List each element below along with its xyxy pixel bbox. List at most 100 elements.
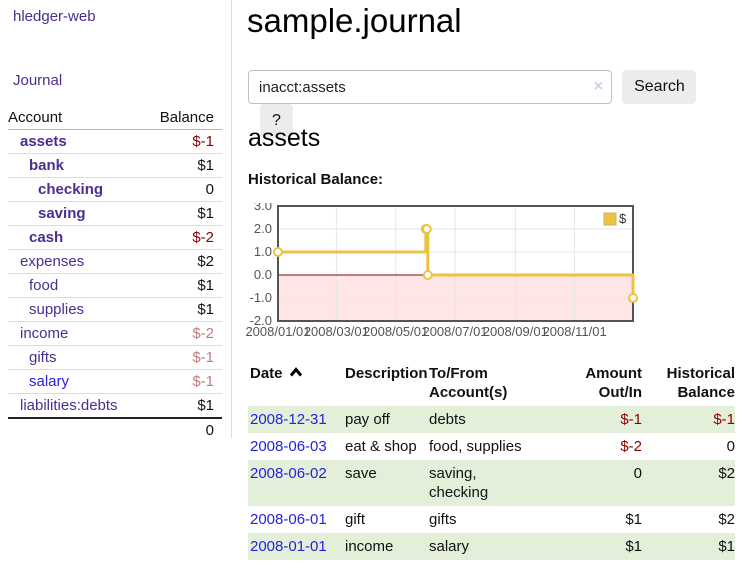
- account-row: checking 0: [8, 177, 222, 202]
- transaction-row: 2008-01-01 income salary $1 $1: [248, 533, 735, 560]
- account-link[interactable]: assets: [20, 133, 67, 150]
- balance-chart: $3.0 2.0 1.0 0.0 -1.0 -2.02008/01/012008/03/0…: [245, 203, 638, 339]
- register-header-balance: Historical Balance: [666, 365, 735, 401]
- transaction-amount-cell: $-2: [620, 438, 642, 455]
- transaction-description-cell: gift: [345, 511, 366, 528]
- transaction-accounts-cell: food, supplies: [429, 438, 522, 455]
- chart-data-point: [628, 293, 638, 303]
- account-balance: $-1: [144, 129, 222, 154]
- transaction-date-link[interactable]: 2008-06-02: [250, 465, 327, 482]
- account-link[interactable]: liabilities:debts: [20, 397, 118, 414]
- chart-legend-swatch: [603, 212, 617, 226]
- transaction-description-cell: save: [345, 465, 377, 482]
- register-table-body: 2008-12-31 pay off debts $-1 $-1 2008-06-03 ea…: [248, 406, 735, 560]
- account-balance: $-1: [144, 369, 222, 394]
- transaction-balance-cell: 0: [726, 438, 735, 455]
- account-row: bank $1: [8, 153, 222, 178]
- register-header-description: Description: [345, 365, 428, 382]
- accounts-table: Account Balance assets $-1 bank $1 checking 0…: [8, 106, 222, 442]
- transaction-date-link[interactable]: 2008-06-01: [250, 511, 327, 528]
- account-balance: $1: [144, 153, 222, 178]
- transaction-date-cell: 2008-06-01: [248, 506, 345, 533]
- register-header-amount: Amount Out/In: [585, 365, 642, 401]
- transaction-date-link[interactable]: 2008-12-31: [250, 411, 327, 428]
- chart-data-point: [422, 270, 433, 280]
- accounts-total-value: 0: [144, 417, 222, 442]
- account-heading: assets: [248, 124, 321, 152]
- account-link[interactable]: food: [29, 277, 59, 294]
- transaction-description-cell: eat & shop: [345, 438, 417, 455]
- register-header-date[interactable]: Date: [248, 362, 345, 406]
- transaction-row: 2008-06-02 save saving, checking 0 $2: [248, 460, 735, 506]
- account-row: expenses $2: [8, 249, 222, 274]
- transaction-amount-cell: $1: [625, 511, 642, 528]
- search-input[interactable]: [248, 70, 612, 104]
- transaction-balance-cell: $1: [718, 538, 735, 555]
- clear-x-icon[interactable]: ×: [593, 78, 603, 95]
- transaction-description-cell: pay off: [345, 411, 390, 428]
- accounts-total-spacer: [8, 417, 145, 442]
- app-title-link[interactable]: hledger-web: [13, 8, 96, 25]
- account-row: salary $-1: [8, 369, 222, 394]
- transaction-accounts-cell: debts: [429, 411, 466, 428]
- account-link[interactable]: checking: [38, 181, 104, 198]
- register-header-accounts: To/From Account(s): [429, 365, 508, 401]
- account-link[interactable]: cash: [29, 229, 64, 246]
- account-link[interactable]: gifts: [29, 349, 57, 366]
- account-row: liabilities:debts $1: [8, 393, 222, 419]
- account-balance: $-2: [144, 225, 222, 250]
- search-button[interactable]: Search: [622, 70, 697, 104]
- transaction-description-cell: income: [345, 538, 394, 555]
- account-row: gifts $-1: [8, 345, 222, 370]
- chart-border: [277, 205, 634, 322]
- transaction-row: 2008-12-31 pay off debts $-1 $-1: [248, 406, 735, 433]
- account-link[interactable]: saving: [38, 205, 86, 222]
- transaction-date-cell: 2008-12-31: [248, 406, 345, 433]
- account-balance: $1: [144, 393, 222, 419]
- account-row: income $-2: [8, 321, 222, 346]
- transaction-date-cell: 2008-06-02: [248, 460, 345, 506]
- sidebar: hledger-web Journal Account Balance asse…: [0, 0, 232, 442]
- transaction-amount-cell: $-1: [620, 411, 642, 428]
- account-row: food $1: [8, 273, 222, 298]
- chevron-up-icon: [289, 367, 302, 377]
- accounts-header-account: Account: [8, 106, 145, 130]
- transaction-date-link[interactable]: 2008-01-01: [250, 538, 327, 555]
- chart-y-tick-label: 2.0: [254, 221, 272, 236]
- account-link[interactable]: income: [20, 325, 69, 342]
- account-link[interactable]: expenses: [20, 253, 85, 270]
- chart-x-tick-label: 2008/11/01: [543, 324, 607, 339]
- chart-y-tick-label: 0.0: [254, 267, 272, 282]
- chart-x-tick-label: 2008/09/01: [483, 324, 548, 339]
- account-balance: $2: [144, 249, 222, 274]
- account-row: cash $-2: [8, 225, 222, 250]
- account-link[interactable]: salary: [29, 373, 70, 390]
- sidebar-item-journal[interactable]: Journal: [13, 72, 63, 89]
- chart-y-tick-label: -1.0: [250, 290, 272, 305]
- account-balance: $1: [144, 297, 222, 322]
- transaction-date-link[interactable]: 2008-06-03: [250, 438, 327, 455]
- transaction-accounts-cell: salary: [429, 538, 470, 555]
- transaction-amount-cell: $1: [625, 538, 642, 555]
- chart-legend-label: $: [619, 211, 627, 226]
- chart-y-tick-label: 3.0: [254, 203, 272, 213]
- register-table: Date Description To/From Account(s) Amou…: [248, 362, 735, 560]
- account-row: supplies $1: [8, 297, 222, 322]
- accounts-table-body: assets $-1 bank $1 checking 0 saving $1 cash $-2 e…: [8, 129, 222, 419]
- search-bar: × Search ?: [248, 70, 742, 138]
- chart-y-tick-label: -2.0: [250, 313, 272, 328]
- page-title: sample.journal: [247, 2, 462, 39]
- account-row: assets $-1: [8, 129, 222, 154]
- transaction-amount-cell: 0: [633, 465, 642, 482]
- chart-x-tick-label: 2008/07/01: [422, 324, 487, 339]
- chart-x-tick-label: 2008/05/01: [363, 324, 428, 339]
- account-balance: $1: [144, 273, 222, 298]
- transaction-balance-cell: $2: [718, 465, 735, 482]
- account-link[interactable]: supplies: [29, 301, 85, 318]
- help-button[interactable]: ?: [260, 104, 293, 138]
- account-link[interactable]: bank: [29, 157, 65, 174]
- transaction-accounts-cell: saving, checking: [429, 465, 489, 501]
- chart-data-point: [273, 247, 283, 257]
- chart-title: Historical Balance:: [248, 171, 384, 188]
- transaction-balance-cell: $2: [718, 511, 735, 528]
